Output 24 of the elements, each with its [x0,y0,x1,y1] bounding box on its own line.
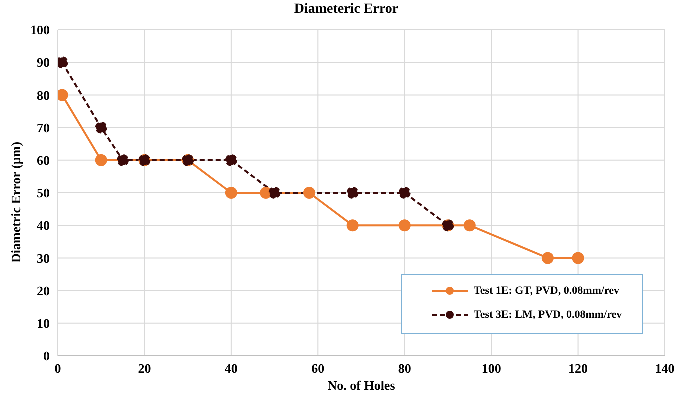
x-axis-title: No. of Holes [328,378,396,393]
y-tick-label: 80 [37,88,50,103]
x-tick-label: 80 [398,361,412,376]
x-tick-label: 100 [482,361,502,376]
x-tick-label: 0 [54,361,62,376]
y-tick-label: 30 [37,250,50,266]
x-tick-label: 120 [568,361,588,376]
y-tick-label: 70 [37,120,50,136]
x-tick-label: 20 [138,361,152,376]
y-tick-label: 90 [37,55,50,70]
y-tick-label: 10 [37,316,50,332]
y-tick-label: 40 [37,218,50,234]
y-tick-label: 20 [37,283,50,298]
legend-label: Test 1E: GT, PVD, 0.08mm/rev [474,285,620,297]
y-tick-label: 100 [30,22,50,38]
x-tick-label: 60 [312,361,325,376]
y-tick-label: 50 [37,186,50,201]
y-axis-title: Diametric Error (µm) [8,142,24,263]
x-tick-label: 140 [655,361,675,376]
y-tick-label: 60 [37,153,50,168]
legend-label: Test 3E: LM, PVD, 0.08mm/rev [474,309,622,321]
y-tick-label: 0 [44,348,50,364]
chart-title: Diameteric Error [293,2,400,18]
x-tick-label: 40 [224,361,238,376]
